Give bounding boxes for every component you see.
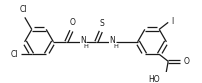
Text: HO: HO bbox=[148, 75, 160, 83]
Text: H: H bbox=[83, 44, 88, 49]
Text: O: O bbox=[69, 18, 75, 27]
Text: Cl: Cl bbox=[10, 50, 18, 59]
Text: I: I bbox=[171, 17, 174, 26]
Text: O: O bbox=[184, 57, 189, 66]
Text: H: H bbox=[113, 44, 118, 49]
Text: N: N bbox=[109, 36, 115, 45]
Text: Cl: Cl bbox=[20, 5, 27, 14]
Text: N: N bbox=[80, 36, 86, 45]
Text: S: S bbox=[99, 19, 104, 28]
